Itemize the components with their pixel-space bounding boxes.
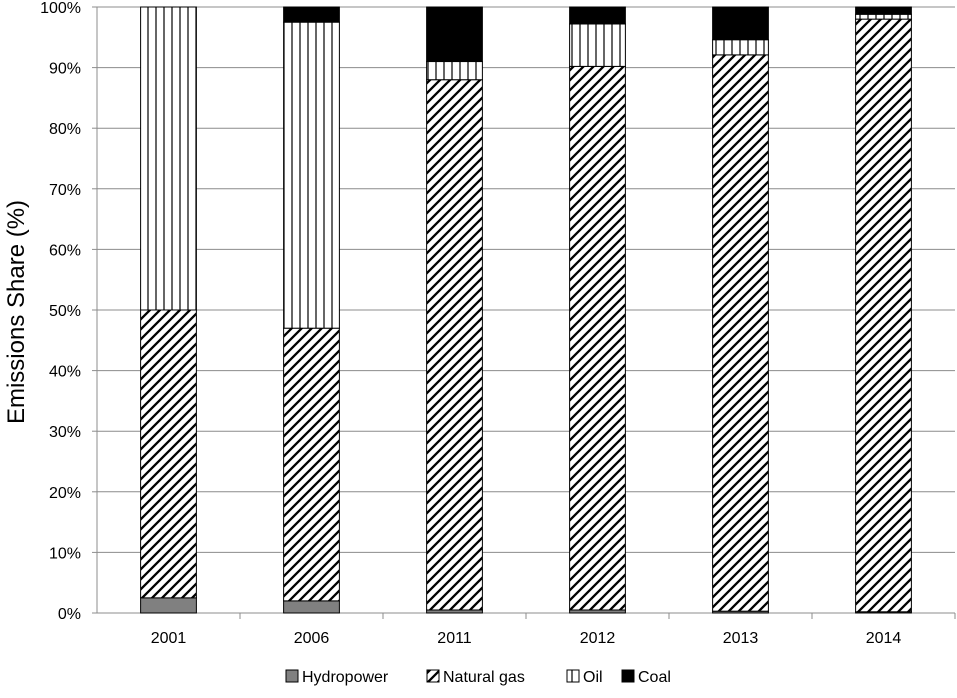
bar-segment-natural-gas xyxy=(283,327,340,602)
bar-segment-coal xyxy=(712,6,769,41)
x-tick-label: 2011 xyxy=(437,630,472,647)
bar-segment-coal xyxy=(569,6,626,25)
bar-segment-oil xyxy=(569,23,626,67)
bar-segment-coal xyxy=(283,6,340,23)
bar-segment-hydropower xyxy=(140,597,197,614)
y-tick-label: 80% xyxy=(49,121,81,138)
bar-segment-natural-gas xyxy=(569,65,626,611)
y-tick-label: 100% xyxy=(40,0,81,17)
x-tick-label: 2013 xyxy=(723,630,759,647)
y-tick-label: 70% xyxy=(49,182,81,199)
bar-segment-coal xyxy=(855,6,912,15)
legend-label: Hydropower xyxy=(302,669,389,686)
bar-segment-hydropower xyxy=(283,600,340,614)
y-tick-label: 40% xyxy=(49,364,81,381)
legend: Hydropower Natural gas Oil Coal xyxy=(285,669,671,686)
x-tick-label: 2014 xyxy=(866,630,902,647)
legend-swatch xyxy=(566,669,580,683)
y-axis-title: Emissions Share (%) xyxy=(3,200,30,424)
gridlines xyxy=(97,6,955,614)
y-tick-label: 90% xyxy=(49,61,81,78)
legend-swatch xyxy=(426,669,440,683)
bar-segment-natural-gas xyxy=(426,79,483,611)
bar-segment-coal xyxy=(426,6,483,63)
bar-segment-natural-gas xyxy=(855,18,912,613)
bar-segment-oil xyxy=(855,13,912,20)
bar-segment-oil xyxy=(140,6,197,311)
legend-label: Natural gas xyxy=(443,669,525,686)
y-tick-label: 30% xyxy=(49,424,81,441)
bar-segment-oil xyxy=(426,61,483,81)
y-tick-label: 10% xyxy=(49,545,81,562)
x-tick-label: 2001 xyxy=(151,630,187,647)
bar-segment-natural-gas xyxy=(140,309,197,599)
legend-label: Oil xyxy=(583,669,603,686)
legend-swatch xyxy=(621,669,635,683)
axis-labels: Emissions Share (%) 0% 10% 20% 30% 40% 50% 60%… xyxy=(3,0,901,647)
bars xyxy=(140,6,912,614)
bar-segment-natural-gas xyxy=(712,54,769,612)
bar-segment-oil xyxy=(283,21,340,329)
bar-segment-oil xyxy=(712,39,769,56)
legend-label: Coal xyxy=(638,669,671,686)
y-tick-label: 20% xyxy=(49,485,81,502)
x-tick-label: 2012 xyxy=(580,630,616,647)
legend-swatch xyxy=(285,669,299,683)
x-tick-label: 2006 xyxy=(294,630,330,647)
y-tick-label: 60% xyxy=(49,242,81,259)
y-tick-label: 0% xyxy=(58,606,81,623)
axes xyxy=(92,6,956,619)
y-tick-label: 50% xyxy=(49,303,81,320)
